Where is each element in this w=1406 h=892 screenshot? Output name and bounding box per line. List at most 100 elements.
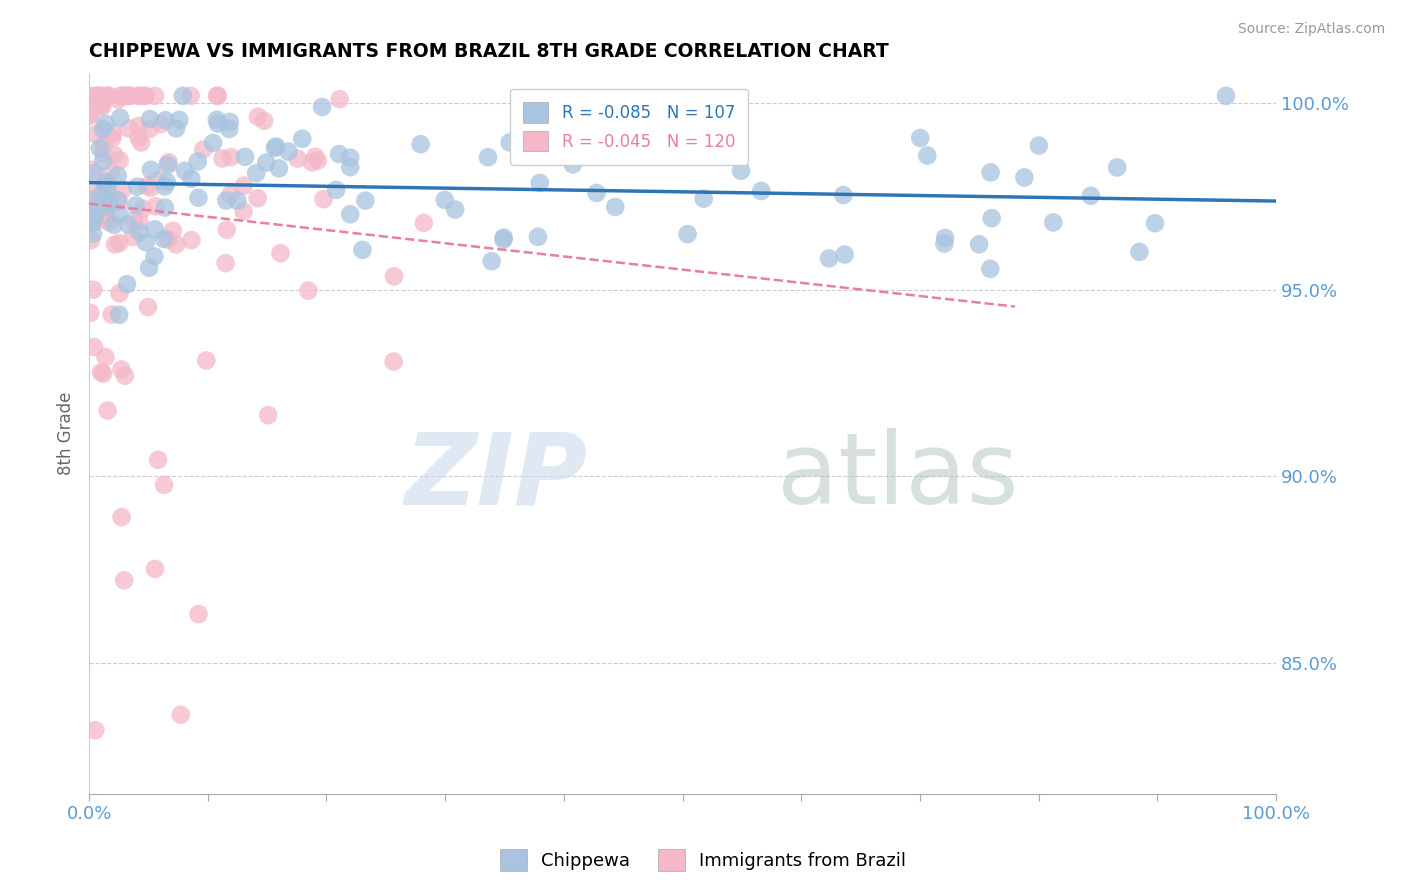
Point — [83, 211, 105, 226]
Point — [915, 148, 938, 162]
Point — [165, 121, 187, 136]
Point — [120, 88, 142, 103]
Point — [100, 165, 122, 179]
Point — [83, 166, 105, 180]
Point — [676, 227, 699, 241]
Point — [232, 178, 254, 193]
Point — [219, 150, 242, 164]
Point — [412, 216, 434, 230]
Point — [91, 122, 114, 136]
Point — [219, 187, 242, 202]
Text: CHIPPEWA VS IMMIGRANTS FROM BRAZIL 8TH GRADE CORRELATION CHART: CHIPPEWA VS IMMIGRANTS FROM BRAZIL 8TH G… — [89, 42, 889, 61]
Point — [112, 574, 135, 588]
Point — [153, 478, 176, 492]
Point — [127, 179, 149, 194]
Point — [967, 237, 990, 252]
Point — [301, 155, 323, 169]
Point — [139, 121, 162, 136]
Point — [146, 173, 169, 187]
Point — [91, 100, 114, 114]
Point — [1042, 215, 1064, 229]
Point — [110, 88, 132, 103]
Point — [146, 452, 169, 467]
Point — [139, 180, 162, 194]
Point — [245, 166, 267, 180]
Point — [162, 224, 184, 238]
Text: atlas: atlas — [778, 428, 1019, 525]
Y-axis label: 8th Grade: 8th Grade — [58, 392, 75, 475]
Point — [143, 88, 166, 103]
Point — [267, 161, 290, 176]
Point — [108, 111, 131, 125]
Point — [136, 300, 159, 314]
Point — [143, 250, 166, 264]
Point — [214, 256, 236, 270]
Point — [96, 186, 118, 201]
Point — [80, 233, 103, 247]
Point — [128, 88, 150, 103]
Point — [122, 213, 145, 227]
Point — [605, 200, 627, 214]
Point — [202, 136, 225, 150]
Point — [246, 110, 269, 124]
Point — [90, 365, 112, 379]
Point — [1080, 189, 1102, 203]
Point — [143, 562, 166, 576]
Point — [82, 216, 104, 230]
Point — [84, 723, 107, 738]
Point — [134, 88, 156, 103]
Point — [180, 233, 202, 247]
Point — [529, 176, 551, 190]
Point — [287, 152, 309, 166]
Point — [107, 169, 129, 183]
Point — [157, 155, 180, 169]
Point — [354, 194, 377, 208]
Point — [93, 147, 115, 161]
Point — [477, 150, 499, 164]
Point — [211, 152, 233, 166]
Point — [97, 179, 120, 194]
Point — [111, 183, 134, 197]
Point — [207, 116, 229, 130]
Point — [93, 89, 115, 103]
Point — [304, 150, 326, 164]
Point — [264, 139, 287, 153]
Point — [352, 243, 374, 257]
Point — [115, 88, 138, 103]
Point — [1215, 88, 1237, 103]
Point — [98, 215, 121, 229]
Point — [481, 254, 503, 268]
Point — [934, 236, 956, 251]
Point — [152, 232, 174, 246]
Point — [153, 179, 176, 194]
Point — [264, 141, 287, 155]
Point — [90, 186, 112, 201]
Point — [97, 196, 120, 211]
Point — [297, 284, 319, 298]
Point — [307, 153, 329, 168]
Point — [818, 252, 841, 266]
Point — [103, 218, 125, 232]
Text: Source: ZipAtlas.com: Source: ZipAtlas.com — [1237, 22, 1385, 37]
Point — [94, 175, 117, 189]
Point — [218, 115, 240, 129]
Point — [86, 88, 108, 103]
Point — [100, 308, 122, 322]
Point — [328, 147, 350, 161]
Point — [149, 117, 172, 131]
Point — [132, 202, 155, 216]
Point — [107, 193, 129, 207]
Point — [730, 163, 752, 178]
Point — [187, 191, 209, 205]
Point — [499, 136, 522, 150]
Point — [79, 306, 101, 320]
Point — [180, 88, 202, 103]
Point — [82, 89, 104, 103]
Point — [125, 198, 148, 212]
Point — [90, 98, 112, 112]
Point — [291, 132, 314, 146]
Point — [254, 155, 277, 169]
Point — [585, 186, 607, 200]
Point — [107, 93, 129, 107]
Point — [693, 192, 716, 206]
